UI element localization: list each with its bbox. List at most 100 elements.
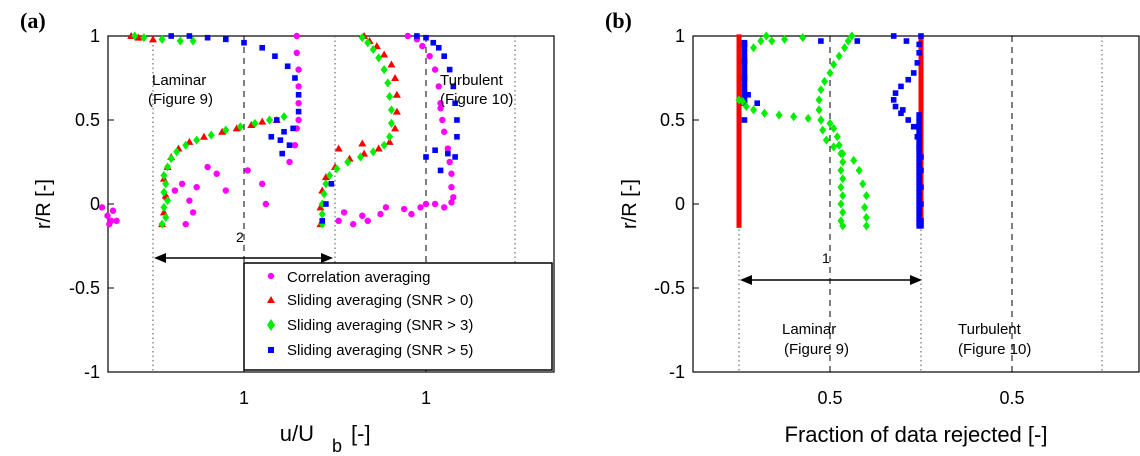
data-point-square [903,38,910,44]
data-point-diamond [160,170,168,180]
data-point-square [914,134,921,140]
data-point-square [323,201,329,207]
data-point-red [736,42,742,47]
data-point-diamond [158,34,166,44]
data-point-circle [204,163,211,171]
data-point-square [414,33,420,39]
data-point-diamond [817,115,825,125]
data-point-square [918,223,924,229]
data-point-red [736,169,742,174]
panel-b-data [735,31,924,231]
data-point-red [918,98,924,103]
data-point-red [736,74,742,79]
data-point-square [916,196,922,202]
svg-text:b: b [332,436,342,456]
data-point-square [918,154,924,160]
data-point-circle [437,100,444,107]
panel-b-label: (b) [605,8,632,33]
data-point-diamond [222,125,230,135]
data-point-square [916,159,922,165]
panel-a-y-ticks: 1 0.5 0 -0.5 -1 [69,26,114,382]
panel-a-label: (a) [20,8,46,33]
data-point-square [423,34,429,41]
data-point-square [905,76,912,83]
data-point-circle [435,83,442,90]
data-point-red [736,68,742,73]
data-point-diamond [318,209,326,219]
data-point-square [916,115,922,122]
data-point-diamond [799,33,807,43]
data-point-circle [244,167,251,174]
data-point-red [736,40,742,45]
data-point-circle [382,204,390,211]
data-point-triangle [258,117,267,125]
data-point-diamond [839,221,847,231]
legend-marker-circle [267,272,275,280]
data-point-square [910,70,917,76]
data-point-red [736,157,742,162]
data-point-square [273,117,280,123]
data-point-square [916,118,922,125]
data-point-square [741,80,748,86]
data-point-circle [262,200,270,208]
data-point-circle [293,32,300,40]
data-point-red [736,44,742,49]
data-point-red [736,149,742,154]
data-point-diamond [839,174,847,184]
data-point-circle [295,66,302,73]
data-point-diamond [280,112,288,122]
data-point-red [736,60,742,65]
data-point-red [736,62,742,67]
data-point-circle [98,204,106,211]
data-point-square [423,154,429,160]
x-tick-label: 0.5 [817,388,842,408]
data-point-square [898,110,904,117]
data-point-red [736,38,742,43]
data-point-diamond [387,118,395,128]
data-point-diamond [830,60,838,70]
data-point-square [916,206,922,212]
data-point-square [741,60,748,66]
data-point-diamond [815,95,823,105]
data-point-red [918,56,924,61]
data-point-diamond [384,78,392,88]
data-point-circle [400,205,408,213]
panel-b-x-ticks: 0.5 0.5 [817,366,1025,408]
data-point-diamond [839,191,847,201]
y-tick-label: -1 [669,362,685,382]
data-point-red [736,191,742,196]
data-point-square [292,75,298,81]
data-point-red [736,205,742,210]
data-point-diamond [369,44,377,54]
data-point-red [736,185,742,190]
data-point-triangle [247,121,256,129]
panel-b-y-axis-title: r/R [-] [619,179,641,229]
data-point-diamond [837,165,845,175]
x-tick-label: 1 [239,388,249,408]
data-point-square [892,103,899,110]
data-point-diamond [164,196,172,206]
data-point-square [745,92,751,98]
legend-entry: Sliding averaging (SNR > 5) [287,342,473,359]
data-point-red [918,90,924,95]
data-point-square [432,147,438,154]
data-point-red [736,36,742,41]
data-point-diamond [850,155,858,165]
data-point-red [736,64,742,69]
data-point-diamond [862,191,870,201]
data-point-square [286,142,293,148]
data-point-circle [448,170,455,177]
data-point-red [736,189,742,194]
data-point-square [186,33,193,39]
data-point-red [736,163,742,168]
data-point-square [905,117,912,123]
data-point-circle [417,204,424,211]
data-point-diamond [386,91,394,101]
data-point-red [918,104,924,109]
data-point-square [910,123,917,130]
data-point-red [736,155,742,160]
panel-b-y-ticks: 1 0.5 0 -0.5 -1 [654,26,699,382]
data-point-red [736,86,742,91]
data-point-red [736,221,742,226]
legend-marker-square [268,347,274,353]
